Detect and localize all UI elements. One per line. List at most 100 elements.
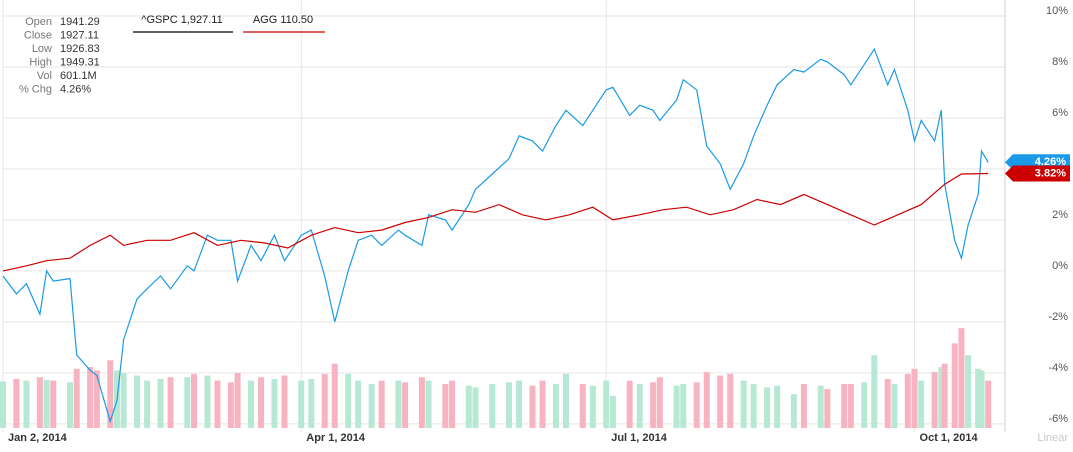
info-value: 4.26% bbox=[60, 83, 91, 95]
volume-bar bbox=[67, 382, 74, 428]
volume-bar bbox=[918, 380, 925, 428]
y-tick-label: -2% bbox=[1048, 311, 1068, 323]
info-value: 1949.31 bbox=[60, 56, 100, 68]
volume-bar bbox=[36, 377, 43, 428]
volume-bar bbox=[298, 380, 305, 428]
volume-bar bbox=[281, 375, 288, 428]
volume-bar bbox=[626, 380, 633, 428]
volume-bar bbox=[656, 377, 663, 428]
scale-label: Linear bbox=[1037, 432, 1068, 444]
info-label: % Chg bbox=[19, 83, 52, 95]
volume-bar bbox=[378, 380, 385, 428]
y-tick-label: 8% bbox=[1052, 56, 1068, 68]
volume-bar bbox=[609, 395, 616, 428]
end-tag bbox=[1005, 165, 1070, 182]
info-label: Vol bbox=[37, 70, 52, 82]
info-label: Open bbox=[25, 16, 52, 28]
volume-bar bbox=[764, 387, 771, 428]
volume-bar bbox=[308, 378, 315, 428]
volume-bar bbox=[539, 380, 546, 428]
volume-bar bbox=[321, 373, 328, 428]
volume-bar bbox=[650, 382, 657, 428]
volume-bar bbox=[965, 355, 972, 428]
info-value: 601.1M bbox=[60, 70, 97, 82]
volume-bar bbox=[227, 382, 234, 428]
x-tick-label: Jul 1, 2014 bbox=[611, 432, 668, 444]
volume-bar bbox=[817, 385, 824, 428]
volume-bar bbox=[841, 384, 848, 428]
volume-bar bbox=[790, 394, 797, 428]
info-value: 1941.29 bbox=[60, 16, 100, 28]
volume-bar bbox=[258, 377, 265, 428]
volume-bar bbox=[717, 375, 724, 428]
volume-bar bbox=[214, 380, 221, 428]
volume-bar bbox=[355, 380, 362, 428]
volume-bar bbox=[345, 373, 352, 428]
volume-bar bbox=[234, 373, 241, 428]
volume-bar bbox=[442, 384, 449, 428]
volume-bar bbox=[824, 389, 831, 428]
volume-bar bbox=[87, 367, 94, 428]
volume-bar bbox=[144, 380, 151, 428]
volume-bar bbox=[740, 380, 747, 428]
volume-bar bbox=[472, 387, 479, 428]
volume-bar bbox=[603, 380, 610, 428]
info-value: 1927.11 bbox=[60, 29, 99, 41]
info-label: High bbox=[29, 56, 52, 68]
volume-bar bbox=[727, 373, 734, 428]
volume-bar bbox=[368, 384, 375, 428]
volume-bar bbox=[0, 381, 6, 428]
volume-bar bbox=[247, 380, 254, 428]
y-tick-label: 2% bbox=[1052, 209, 1068, 221]
end-tag-label: 4.26% bbox=[1035, 156, 1066, 168]
volume-bar bbox=[167, 377, 174, 428]
volume-bar bbox=[680, 384, 687, 428]
volume-bar bbox=[395, 380, 402, 428]
volume-bar bbox=[958, 328, 965, 428]
volume-bar bbox=[465, 385, 472, 428]
y-tick-label: 0% bbox=[1052, 260, 1068, 272]
volume-bar bbox=[93, 370, 100, 428]
volume-bar bbox=[23, 380, 30, 428]
volume-bar bbox=[847, 384, 854, 428]
line-series bbox=[2, 172, 989, 272]
line-series bbox=[2, 47, 989, 424]
volume-bar bbox=[120, 373, 127, 428]
volume-bar bbox=[191, 373, 198, 428]
x-tick-label: Apr 1, 2014 bbox=[306, 432, 366, 444]
volume-bar bbox=[884, 378, 891, 428]
volume-bar bbox=[871, 355, 878, 428]
volume-bar bbox=[418, 377, 425, 428]
volume-bar bbox=[579, 384, 586, 428]
volume-bar bbox=[703, 372, 710, 428]
volume-bar bbox=[931, 372, 938, 428]
volume-bar bbox=[449, 380, 456, 428]
y-tick-label: 10% bbox=[1046, 5, 1068, 17]
volume-bar bbox=[978, 370, 985, 428]
legend-label: ^GSPC 1,927.11 bbox=[141, 14, 222, 26]
volume-bar bbox=[271, 378, 278, 428]
y-tick-label: -6% bbox=[1048, 413, 1068, 425]
volume-bar bbox=[107, 360, 114, 428]
y-tick-label: 6% bbox=[1052, 107, 1068, 119]
volume-bar bbox=[13, 378, 20, 428]
volume-bar bbox=[774, 385, 781, 428]
volume-bar bbox=[529, 385, 536, 428]
volume-bar bbox=[904, 373, 911, 428]
volume-bar bbox=[985, 380, 992, 428]
volume-bar bbox=[516, 380, 523, 428]
info-label: Close bbox=[24, 29, 52, 41]
volume-bar bbox=[489, 384, 496, 428]
volume-bar bbox=[750, 384, 757, 428]
volume-bar bbox=[134, 375, 141, 428]
volume-bar bbox=[938, 367, 945, 428]
x-tick-label: Oct 1, 2014 bbox=[920, 432, 979, 444]
volume-bar bbox=[73, 368, 80, 428]
x-tick-label: Jan 2, 2014 bbox=[8, 432, 68, 444]
legend-label: AGG 110.50 bbox=[253, 14, 313, 26]
volume-bar bbox=[673, 385, 680, 428]
y-tick-label: -4% bbox=[1048, 362, 1068, 374]
volume-bar bbox=[800, 384, 807, 428]
volume-bar bbox=[331, 363, 338, 428]
